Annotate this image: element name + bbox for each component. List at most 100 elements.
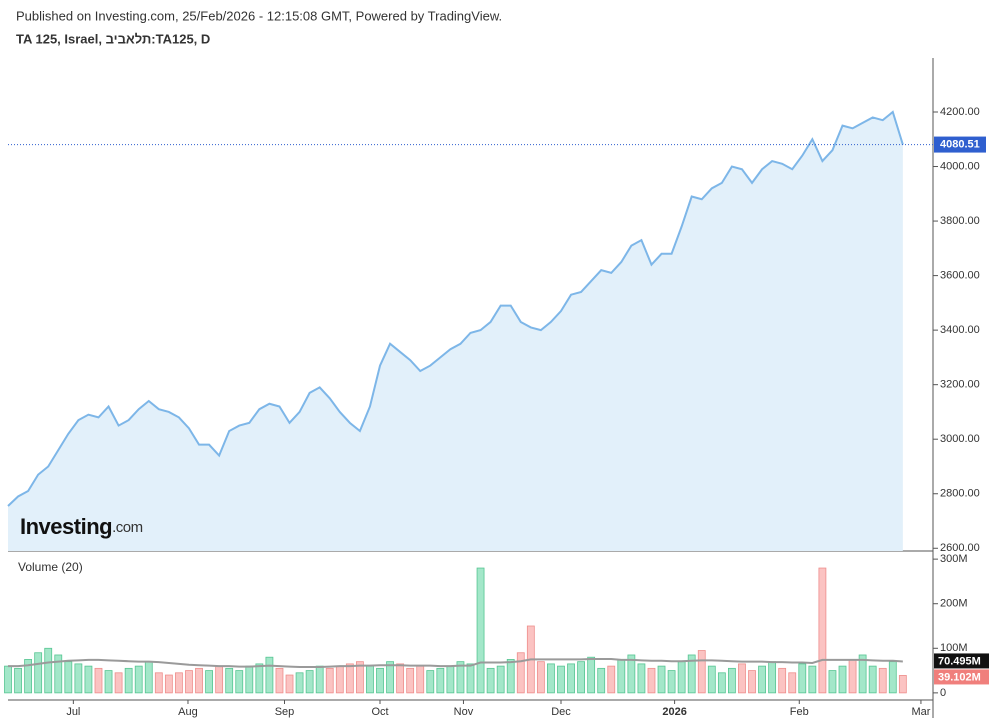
volume-bar: [607, 665, 616, 694]
volume-bar: [486, 667, 495, 694]
volume-bar: [154, 672, 163, 694]
volume-bar: [687, 654, 696, 694]
volume-bar: [265, 656, 274, 694]
volume-bar: [597, 667, 606, 694]
last-price-tag: [934, 136, 986, 153]
watermark: Investing.com: [20, 514, 143, 539]
volume-bar: [728, 667, 736, 694]
volume-bar: [275, 667, 284, 694]
volume-bar: [94, 667, 103, 694]
volume-bar: [738, 663, 746, 694]
volume-bar: [647, 667, 656, 694]
x-tick-label: Nov: [454, 706, 474, 718]
volume-bar: [808, 665, 817, 694]
volume-bar: [557, 665, 565, 694]
y-tick-label: 3800.00: [940, 215, 980, 227]
volume-bar: [748, 670, 756, 694]
y-tick-label: 2800.00: [940, 488, 980, 500]
volume-bar: [235, 670, 244, 694]
volume-bar: [898, 675, 907, 694]
volume-bar: [14, 667, 22, 694]
volume-bar: [587, 656, 596, 694]
y-tick-label: 4200.00: [940, 106, 980, 118]
x-tick-label: Feb: [790, 706, 809, 718]
y-tick-label: 4000.00: [940, 160, 980, 172]
volume-bar: [64, 661, 73, 694]
volume-bar: [617, 659, 626, 694]
watermark-suffix: .com: [112, 519, 143, 536]
volume-bar: [677, 661, 686, 694]
price-line: [7, 110, 904, 507]
volume-bar: [144, 661, 153, 694]
watermark-brand: Investing: [20, 514, 112, 539]
volume-bar: [657, 665, 666, 694]
volume-bar: [225, 667, 234, 694]
volume-title: Volume (20): [18, 560, 83, 574]
volume-bar: [4, 665, 12, 694]
volume-bar: [164, 674, 173, 694]
ma-last-label: 70.495M: [938, 655, 981, 667]
symbol-title: TA 125, Israel, תלאביב:TA125, D: [16, 31, 210, 46]
volume-bar: [255, 663, 264, 694]
volume-bar: [44, 647, 53, 694]
volume-bar: [456, 661, 465, 694]
volume-bar: [536, 661, 545, 694]
volume-bar: [285, 674, 294, 694]
volume-bar: [888, 661, 897, 694]
volume-bar: [506, 659, 515, 694]
y-tick-label: 2600.00: [940, 542, 980, 554]
volume-bar: [798, 663, 807, 694]
volume-bar: [396, 663, 405, 694]
x-tick-label: Sep: [275, 706, 295, 718]
y-tick-label: 200M: [940, 598, 968, 610]
volume-bar: [577, 661, 585, 694]
volume-bar: [858, 654, 867, 694]
volume-bar: [476, 567, 485, 694]
volume-bar: [376, 667, 384, 694]
x-tick-label: Dec: [551, 706, 571, 718]
volume-bar: [838, 665, 847, 694]
ma-tag: [934, 653, 989, 669]
volume-bar: [366, 665, 374, 694]
volume-bar: [74, 663, 83, 694]
y-tick-label: 3000.00: [940, 433, 980, 445]
volume-bar: [848, 659, 857, 694]
volume-bar: [305, 670, 314, 694]
y-tick-label: 0: [940, 687, 946, 699]
volume-bar: [496, 665, 505, 694]
x-tick-label: Oct: [371, 706, 388, 718]
volume-bar: [426, 670, 435, 694]
volume-bar: [516, 652, 525, 694]
area-fill: [8, 111, 903, 551]
volume-bar: [707, 665, 716, 694]
volume-bar: [175, 672, 183, 694]
volume-bar: [195, 667, 203, 694]
volume-bar: [215, 665, 224, 694]
volume-bar: [345, 663, 354, 694]
x-tick-label: Mar: [911, 706, 930, 718]
volume-bar: [356, 661, 364, 694]
volume-bar: [778, 667, 787, 694]
volume-bar: [667, 670, 676, 694]
volume-bar: [466, 663, 475, 694]
volume-bar: [54, 654, 63, 694]
source-note: Published on Investing.com, 25/Feb/2026 …: [16, 8, 502, 23]
y-tick-label: 3400.00: [940, 324, 980, 336]
volume-ma-line: [8, 657, 903, 669]
volume-bar: [717, 672, 726, 694]
volume-bar: [24, 659, 33, 694]
volume-bar: [124, 667, 133, 694]
volume-bar: [406, 667, 415, 694]
volume-tag: [934, 669, 989, 685]
volume-bar: [868, 665, 877, 694]
volume-bar: [386, 661, 394, 694]
volume-bar: [818, 567, 827, 694]
volume-bar: [758, 665, 766, 694]
volume-bar: [768, 661, 777, 694]
y-tick-label: 300M: [940, 553, 968, 565]
volume-bar: [34, 652, 43, 694]
volume-bar: [335, 665, 344, 694]
volume-bar: [436, 667, 445, 694]
